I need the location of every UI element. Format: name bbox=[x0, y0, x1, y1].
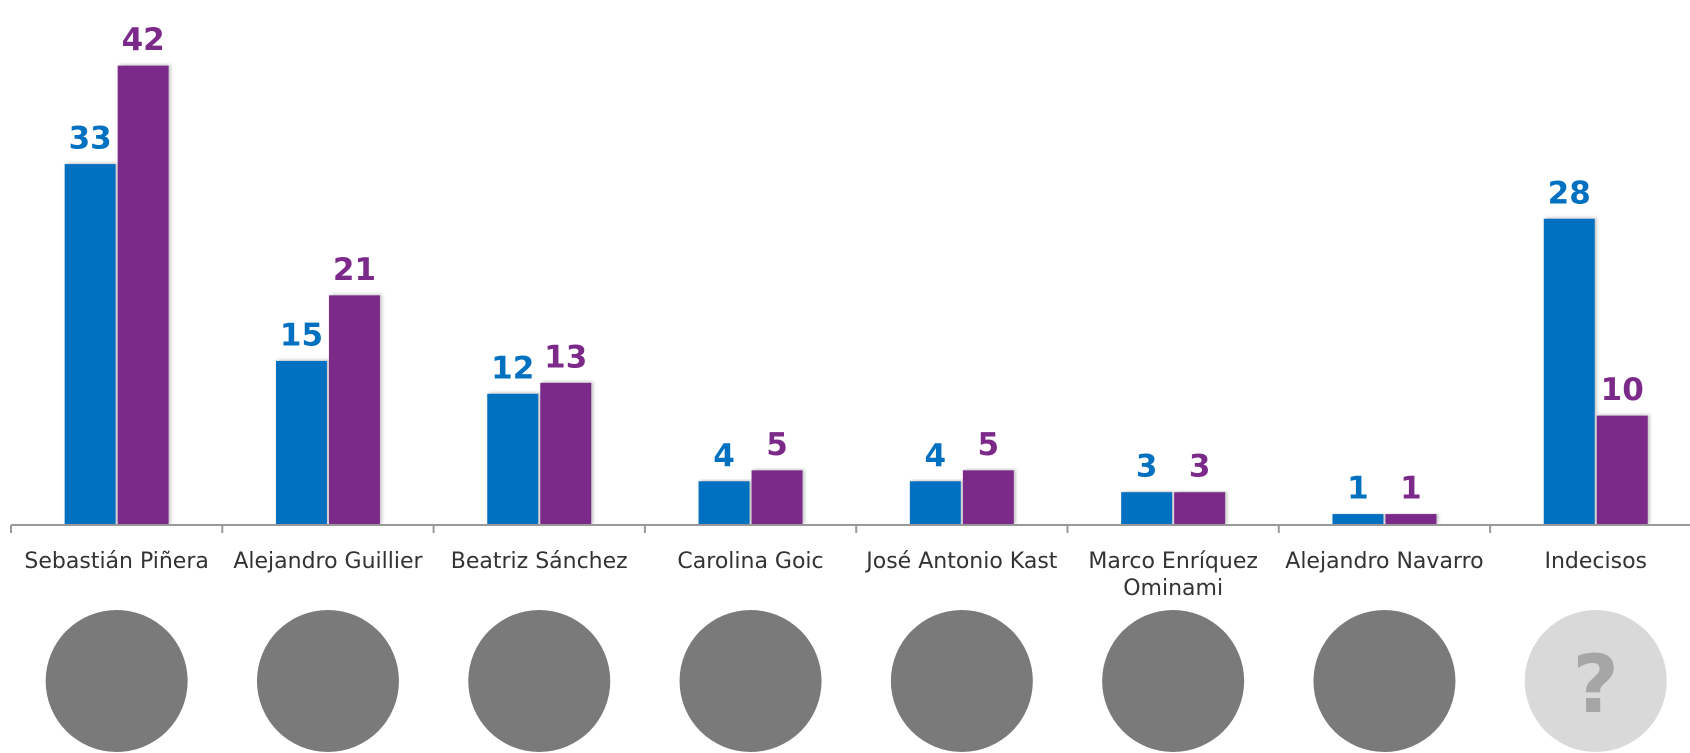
value-label: 33 bbox=[69, 121, 112, 157]
value-label: 1 bbox=[1347, 471, 1369, 507]
candidate-photo bbox=[45, 610, 188, 752]
x-tick-label: Indecisos bbox=[1544, 549, 1647, 574]
value-label: 4 bbox=[713, 438, 735, 474]
bar bbox=[1174, 492, 1226, 525]
value-label: 1 bbox=[1400, 471, 1422, 507]
bar bbox=[328, 295, 380, 525]
bar bbox=[275, 360, 327, 525]
value-label: 42 bbox=[122, 22, 165, 58]
bar bbox=[751, 470, 803, 525]
value-label: 4 bbox=[925, 438, 947, 474]
value-label: 3 bbox=[1136, 449, 1158, 485]
value-label: 21 bbox=[333, 252, 376, 288]
value-label: 10 bbox=[1601, 372, 1644, 408]
bar bbox=[1596, 415, 1648, 525]
bar bbox=[962, 470, 1014, 525]
candidate-photo bbox=[256, 610, 399, 752]
candidate-photo bbox=[1313, 610, 1456, 752]
placeholder-photo bbox=[1524, 610, 1667, 752]
placeholder-mark: ? bbox=[1573, 638, 1619, 731]
bar bbox=[1332, 514, 1384, 525]
value-label: 5 bbox=[766, 427, 788, 463]
candidate-photo bbox=[890, 610, 1033, 752]
bar bbox=[117, 65, 169, 525]
x-tick-label: Sebastián Piñera bbox=[24, 549, 209, 574]
value-label: 12 bbox=[491, 350, 534, 386]
candidate-photo bbox=[468, 610, 611, 752]
x-tick-label: Beatriz Sánchez bbox=[450, 549, 628, 574]
value-label: 5 bbox=[978, 427, 1000, 463]
bar bbox=[1121, 492, 1173, 525]
candidate-photo bbox=[1102, 610, 1245, 752]
x-tick-label: Alejandro Guillier bbox=[233, 549, 423, 574]
bar bbox=[64, 164, 116, 525]
value-label: 28 bbox=[1548, 175, 1591, 211]
x-tick-label: José Antonio Kast bbox=[866, 549, 1058, 574]
value-label: 3 bbox=[1189, 449, 1211, 485]
x-tick-label: Marco Enríquez Ominami bbox=[1088, 549, 1258, 601]
value-label: 15 bbox=[280, 317, 323, 353]
x-tick-label: Alejandro Navarro bbox=[1285, 549, 1484, 574]
bar bbox=[909, 481, 961, 525]
bar bbox=[1385, 514, 1437, 525]
bar bbox=[487, 393, 539, 525]
candidate-photo bbox=[679, 610, 822, 752]
bar bbox=[698, 481, 750, 525]
bar bbox=[1543, 218, 1595, 525]
value-label: 13 bbox=[544, 339, 587, 375]
bar bbox=[540, 382, 592, 525]
x-tick-label: Carolina Goic bbox=[677, 549, 824, 574]
